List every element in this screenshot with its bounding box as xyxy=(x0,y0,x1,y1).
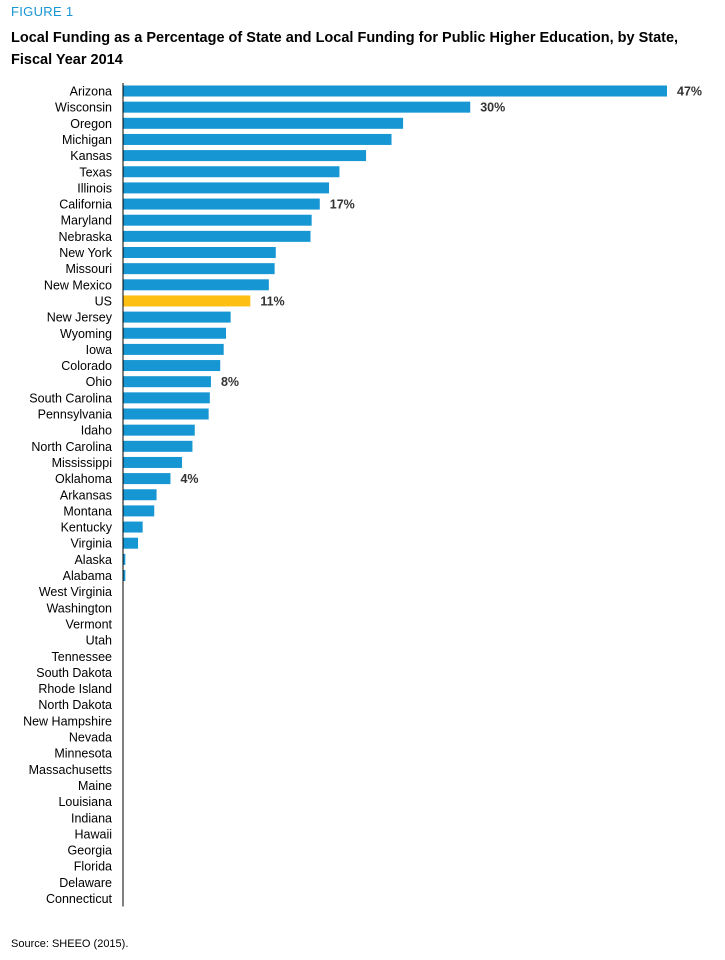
source-note: Source: SHEEO (2015). xyxy=(11,938,129,950)
category-label-michigan: Michigan xyxy=(62,133,112,147)
data-label-us: 11% xyxy=(260,294,284,308)
category-label-maryland: Maryland xyxy=(61,214,112,228)
bar-virginia xyxy=(123,537,139,549)
category-label-hawaii: Hawaii xyxy=(74,827,112,841)
category-label-virginia: Virginia xyxy=(71,537,113,551)
category-label-new-mexico: New Mexico xyxy=(44,278,112,292)
bar-texas xyxy=(123,166,340,178)
category-label-north-carolina: North Carolina xyxy=(31,440,112,454)
bar-wyoming xyxy=(123,327,227,339)
category-label-alabama: Alabama xyxy=(63,569,112,583)
bar-oklahoma xyxy=(123,473,171,485)
category-label-nevada: Nevada xyxy=(69,731,112,745)
category-label-vermont: Vermont xyxy=(65,617,112,631)
bar-nebraska xyxy=(123,230,311,242)
category-label-missouri: Missouri xyxy=(65,262,112,276)
bar-missouri xyxy=(123,263,275,275)
category-label-ohio: Ohio xyxy=(86,375,112,389)
bar-oregon xyxy=(123,117,404,129)
figure-label: FIGURE 1 xyxy=(11,4,74,19)
data-label-ohio: 8% xyxy=(221,375,239,389)
category-label-florida: Florida xyxy=(74,860,112,874)
bar-arizona xyxy=(123,85,667,97)
category-label-tennessee: Tennessee xyxy=(52,650,113,664)
category-label-nebraska: Nebraska xyxy=(59,230,113,244)
data-label-california: 17% xyxy=(330,198,355,212)
category-label-pennsylvania: Pennsylvania xyxy=(38,408,112,422)
category-label-washington: Washington xyxy=(46,601,112,615)
category-label-minnesota: Minnesota xyxy=(54,747,112,761)
bar-iowa xyxy=(123,343,224,355)
bar-maryland xyxy=(123,214,312,226)
category-label-mississippi: Mississippi xyxy=(52,456,112,470)
category-label-wisconsin: Wisconsin xyxy=(55,101,112,115)
category-label-indiana: Indiana xyxy=(71,811,112,825)
category-label-delaware: Delaware xyxy=(59,876,112,890)
bar-new-mexico xyxy=(123,279,269,291)
bar-south-carolina xyxy=(123,392,210,404)
bar-mississippi xyxy=(123,456,183,468)
bar-alaska xyxy=(123,553,126,565)
category-label-south-carolina: South Carolina xyxy=(29,391,112,405)
category-label-oklahoma: Oklahoma xyxy=(55,472,112,486)
bar-new-york xyxy=(123,247,276,258)
bar-kentucky xyxy=(123,521,143,533)
bars-group xyxy=(123,85,667,581)
bar-alabama xyxy=(123,570,126,581)
category-label-texas: Texas xyxy=(79,165,112,179)
category-label-new-jersey: New Jersey xyxy=(47,311,113,325)
category-label-north-dakota: North Dakota xyxy=(38,698,112,712)
category-label-new-hampshire: New Hampshire xyxy=(23,714,112,728)
category-label-utah: Utah xyxy=(86,634,112,648)
bar-arkansas xyxy=(123,489,157,501)
category-label-idaho: Idaho xyxy=(81,424,112,438)
category-label-rhode-island: Rhode Island xyxy=(38,682,112,696)
bar-ohio xyxy=(123,376,211,388)
category-label-illinois: Illinois xyxy=(77,181,112,195)
category-label-south-dakota: South Dakota xyxy=(36,666,112,680)
category-label-us: US xyxy=(95,294,112,308)
category-label-west-virginia: West Virginia xyxy=(39,585,112,599)
bar-california xyxy=(123,198,320,210)
category-label-iowa: Iowa xyxy=(86,343,112,357)
category-labels-group: Arizona Wisconsin Oregon Michigan Kansas Texa… xyxy=(23,85,113,907)
bar-idaho xyxy=(123,424,195,436)
data-label-wisconsin: 30% xyxy=(480,101,505,115)
bar-illinois xyxy=(123,182,330,194)
category-label-kentucky: Kentucky xyxy=(61,521,113,535)
category-label-maine: Maine xyxy=(78,779,112,793)
category-label-montana: Montana xyxy=(63,504,112,518)
category-label-new-york: New York xyxy=(59,246,113,260)
category-label-georgia: Georgia xyxy=(68,844,113,858)
bar-kansas xyxy=(123,150,367,162)
data-labels-group: 47% 30% 17% 11% 8% 4% xyxy=(180,85,702,487)
bar-new-jersey xyxy=(123,311,231,323)
category-label-connecticut: Connecticut xyxy=(46,892,113,906)
bar-montana xyxy=(123,505,155,517)
category-label-kansas: Kansas xyxy=(70,149,112,163)
bar-chart: Arizona Wisconsin Oregon Michigan Kansas Texa… xyxy=(23,83,702,907)
bar-us xyxy=(123,295,251,307)
data-label-arizona: 47% xyxy=(677,85,702,99)
bar-pennsylvania xyxy=(123,408,209,420)
category-label-wyoming: Wyoming xyxy=(60,327,112,341)
category-label-alaska: Alaska xyxy=(74,553,112,567)
bar-michigan xyxy=(123,133,392,145)
category-label-california: California xyxy=(59,198,112,212)
data-label-oklahoma: 4% xyxy=(180,472,198,486)
bar-north-carolina xyxy=(123,440,193,452)
category-label-arizona: Arizona xyxy=(70,85,112,99)
category-label-louisiana: Louisiana xyxy=(58,795,112,809)
category-label-oregon: Oregon xyxy=(70,117,112,131)
bar-colorado xyxy=(123,360,221,372)
category-label-colorado: Colorado xyxy=(61,359,112,373)
chart-title: Local Funding as a Percentage of State a… xyxy=(11,30,679,68)
bar-wisconsin xyxy=(123,101,471,113)
category-label-massachusetts: Massachusetts xyxy=(29,763,112,777)
category-label-arkansas: Arkansas xyxy=(60,488,112,502)
